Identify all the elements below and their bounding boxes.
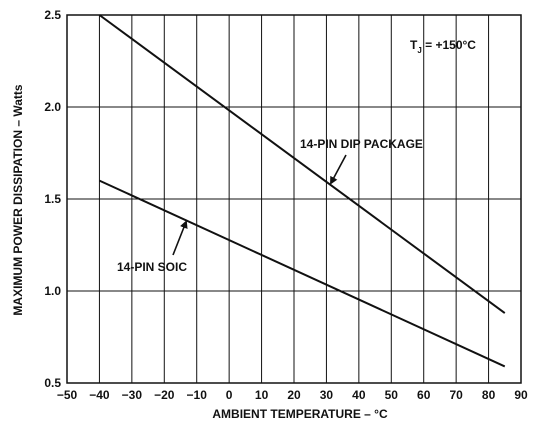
x-tick-label: −30 xyxy=(122,388,143,402)
x-tick-label: −50 xyxy=(57,388,78,402)
y-axis-label: MAXIMUM POWER DISSIPATION – Watts xyxy=(11,84,25,315)
series-line-dip xyxy=(98,14,506,314)
x-tick-label: 90 xyxy=(514,388,528,402)
x-tick-label: −20 xyxy=(154,388,175,402)
x-tick-label: 30 xyxy=(320,388,334,402)
tj-value: = +150°C xyxy=(422,38,477,52)
series-label-dip: 14-PIN DIP PACKAGE xyxy=(300,137,423,151)
x-tick-label: 20 xyxy=(287,388,301,402)
x-tick-label: 80 xyxy=(482,388,496,402)
y-tick-label: 2.0 xyxy=(44,100,61,114)
x-tick-label: 10 xyxy=(255,388,269,402)
x-tick-label: −40 xyxy=(89,388,110,402)
tj-annotation: TJ = +150°C xyxy=(410,38,476,55)
x-tick-label: 0 xyxy=(226,388,233,402)
x-tick-label: 70 xyxy=(449,388,463,402)
soic-pointer-arrow xyxy=(172,220,188,256)
x-axis-label: AMBIENT TEMPERATURE – °C xyxy=(212,407,388,421)
y-tick-labels: 0.5 1.0 1.5 2.0 2.5 xyxy=(44,8,61,390)
tj-subscript: J xyxy=(417,46,421,55)
x-tick-label: −10 xyxy=(187,388,208,402)
series-line-soic xyxy=(99,179,506,368)
x-tick-label: 60 xyxy=(417,388,431,402)
grid xyxy=(67,15,521,383)
y-tick-label: 2.5 xyxy=(44,8,61,22)
x-tick-label: 40 xyxy=(352,388,366,402)
x-tick-label: 50 xyxy=(385,388,399,402)
y-tick-label: 1.0 xyxy=(44,284,61,298)
y-tick-label: 1.5 xyxy=(44,192,61,206)
x-tick-labels: −50 −40 −30 −20 −10 0 10 20 30 40 50 60 70 80 90 xyxy=(57,388,528,402)
dip-pointer-arrow xyxy=(330,154,347,185)
series-lines xyxy=(98,14,506,368)
plot-frame xyxy=(66,14,522,384)
tj-symbol: T xyxy=(410,38,418,52)
y-tick-label: 0.5 xyxy=(44,376,61,390)
series-label-soic: 14-PIN SOIC xyxy=(117,260,187,274)
